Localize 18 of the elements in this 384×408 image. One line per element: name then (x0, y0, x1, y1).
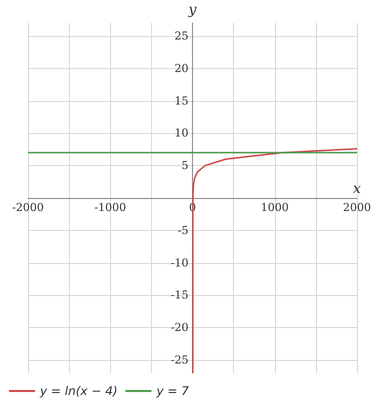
y-tick-label: -5 (178, 224, 188, 237)
y-tick-label: 10 (174, 126, 188, 140)
y-axis-title: y (188, 2, 198, 18)
y-tick-label: 15 (174, 94, 188, 108)
y-tick-label: -10 (170, 256, 188, 270)
x-tick-label: 1000 (260, 201, 289, 214)
y-tick-label: -15 (170, 288, 188, 302)
x-axis-title: x (353, 181, 361, 197)
y-tick-label: 25 (174, 29, 188, 42)
y-tick-label: -20 (170, 321, 188, 334)
legend-label: y = ln(x − 4) (39, 384, 118, 398)
y-tick-label: -25 (170, 354, 188, 367)
x-tick-label: -2000 (12, 201, 44, 214)
x-tick-label: -1000 (94, 201, 126, 214)
legend-label: y = 7 (156, 384, 190, 398)
x-tick-label: 2000 (343, 201, 371, 214)
y-tick-label: 20 (174, 62, 188, 75)
y-tick-label: 5 (182, 159, 188, 172)
